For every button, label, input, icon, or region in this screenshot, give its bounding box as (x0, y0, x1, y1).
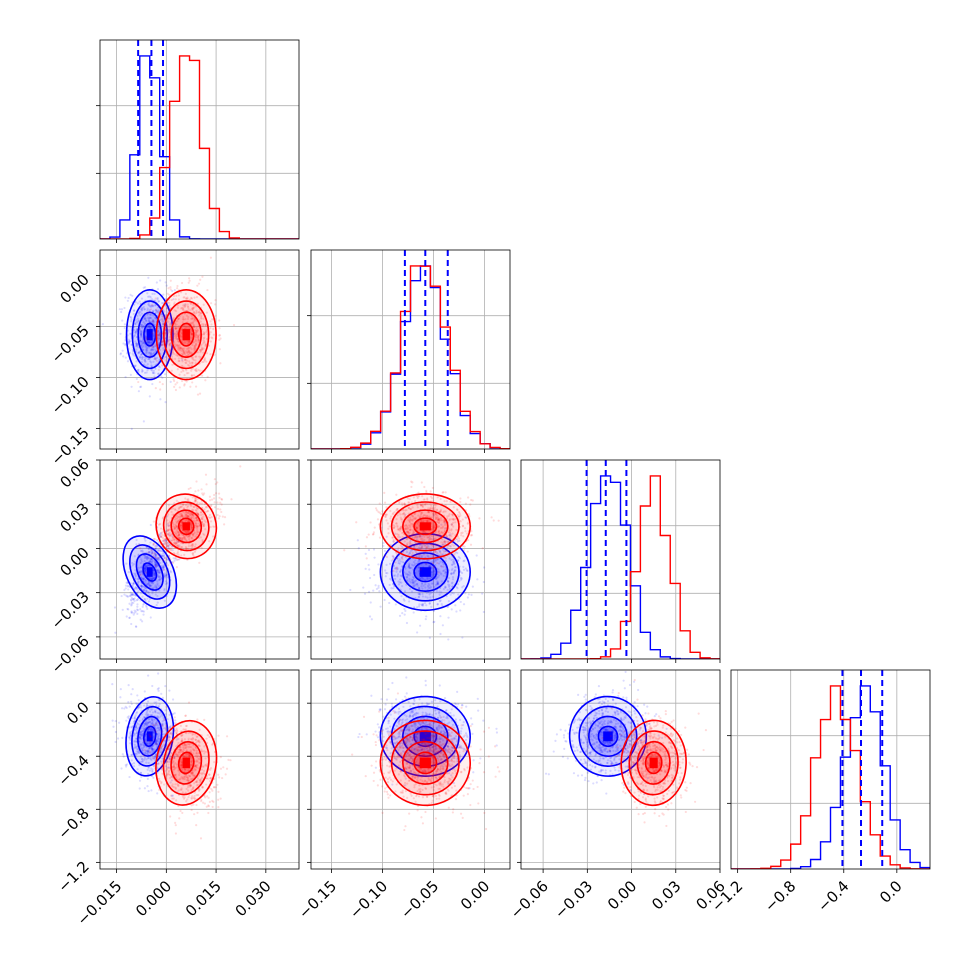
x-tick-label: 0.0 (876, 877, 906, 907)
density-peak (420, 758, 431, 769)
density-peak (183, 329, 190, 340)
panel-0-0 (96, 40, 299, 243)
y-tick-label: −0.06 (48, 632, 93, 677)
panel-3-1 (307, 660, 510, 873)
x-tick-label: 0.00 (457, 877, 493, 913)
panel-3-0 (96, 670, 299, 873)
x-tick-label: 0.00 (604, 877, 640, 913)
x-tick-label: 0.015 (182, 877, 225, 920)
panel-2-2 (517, 460, 720, 663)
density-peak (650, 758, 658, 769)
y-tick-label: 0.03 (56, 499, 92, 535)
y-tick-label: −0.8 (54, 804, 92, 842)
x-tick-label: 0.03 (648, 877, 684, 913)
panel-1-0 (96, 250, 299, 453)
panel-3-3 (727, 670, 930, 873)
panel-3-2 (517, 670, 720, 873)
y-tick-label: 0.00 (56, 271, 92, 307)
panel-2-1 (307, 460, 510, 663)
x-tick-label: −0.03 (551, 877, 596, 922)
density-peak (147, 567, 153, 577)
x-tick-label: 0.030 (232, 877, 275, 920)
y-tick-label: 0.00 (56, 544, 92, 580)
x-tick-label: −0.15 (295, 877, 340, 922)
x-tick-label: −0.10 (346, 877, 391, 922)
histogram-b (311, 266, 510, 449)
y-tick-label: −0.10 (48, 373, 93, 418)
density-peak (420, 522, 431, 530)
y-tick-label: −1.2 (54, 857, 92, 895)
panel-1-1 (307, 250, 510, 453)
x-tick-label: −0.8 (761, 877, 799, 915)
x-tick-label: 0.000 (132, 877, 175, 920)
density-peak (183, 758, 190, 769)
x-tick-label: −0.4 (814, 877, 852, 915)
y-tick-label: 0.0 (63, 698, 93, 728)
y-tick-label: −0.05 (48, 322, 93, 367)
density-peak (183, 522, 190, 530)
panel-2-0 (96, 460, 299, 663)
x-tick-label: −0.015 (73, 877, 125, 929)
y-tick-label: −0.03 (48, 588, 93, 633)
y-tick-label: −0.4 (54, 751, 92, 789)
x-tick-label: −0.05 (397, 877, 442, 922)
x-tick-label: −0.06 (507, 877, 552, 922)
